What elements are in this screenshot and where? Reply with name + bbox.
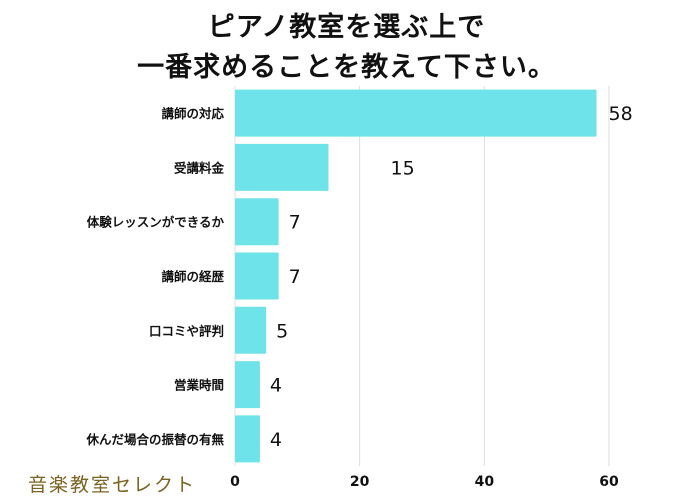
chart-title-line-2: 一番求めることを教えて下さい。 bbox=[137, 52, 556, 83]
value-label-6: 4 bbox=[270, 429, 282, 451]
value-label-1: 15 bbox=[391, 157, 415, 179]
category-label-0: 講師の対応 bbox=[161, 106, 224, 121]
bar-4 bbox=[235, 306, 267, 354]
category-label-3: 講師の経歴 bbox=[161, 269, 224, 284]
x-tick-label-2: 40 bbox=[475, 474, 495, 490]
x-tick-label-1: 20 bbox=[350, 474, 370, 490]
value-label-4: 5 bbox=[276, 320, 288, 342]
bar-5 bbox=[235, 361, 260, 409]
bar-6 bbox=[235, 415, 260, 463]
chart-title: ピアノ教室を選ぶ上で 一番求めることを教えて下さい。 bbox=[0, 8, 693, 88]
category-label-1: 受講料金 bbox=[174, 160, 225, 175]
bar-1 bbox=[235, 143, 329, 191]
bar-0 bbox=[235, 89, 597, 137]
brand-logo: 音楽教室セレクト bbox=[28, 474, 197, 496]
value-label-2: 7 bbox=[289, 212, 301, 234]
category-label-6: 休んだ場合の振替の有無 bbox=[85, 432, 224, 447]
x-tick-label-0: 0 bbox=[230, 474, 240, 490]
bar-3 bbox=[235, 252, 279, 300]
x-tick-label-3: 60 bbox=[599, 474, 619, 490]
category-label-4: 口コミや評判 bbox=[149, 323, 224, 338]
category-label-5: 営業時間 bbox=[174, 378, 224, 393]
value-label-3: 7 bbox=[289, 266, 301, 288]
category-label-2: 体験レッスンができるか bbox=[87, 215, 225, 230]
bar-2 bbox=[235, 198, 279, 246]
chart-title-line-1: ピアノ教室を選ぶ上で bbox=[207, 12, 486, 43]
value-label-0: 58 bbox=[609, 103, 633, 125]
value-label-5: 4 bbox=[270, 375, 282, 397]
